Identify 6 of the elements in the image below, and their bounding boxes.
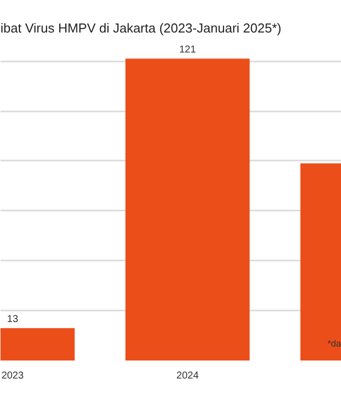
data-label: 121 xyxy=(179,44,196,56)
x-tick-label: 2023 xyxy=(1,370,24,382)
data-label: 13 xyxy=(7,314,19,326)
x-tick-label: 2024 xyxy=(176,370,200,382)
annotation: *da xyxy=(328,338,341,348)
chart-title: ibat Virus HMPV di Jakarta (2023-Januari 2025*) xyxy=(0,20,282,36)
